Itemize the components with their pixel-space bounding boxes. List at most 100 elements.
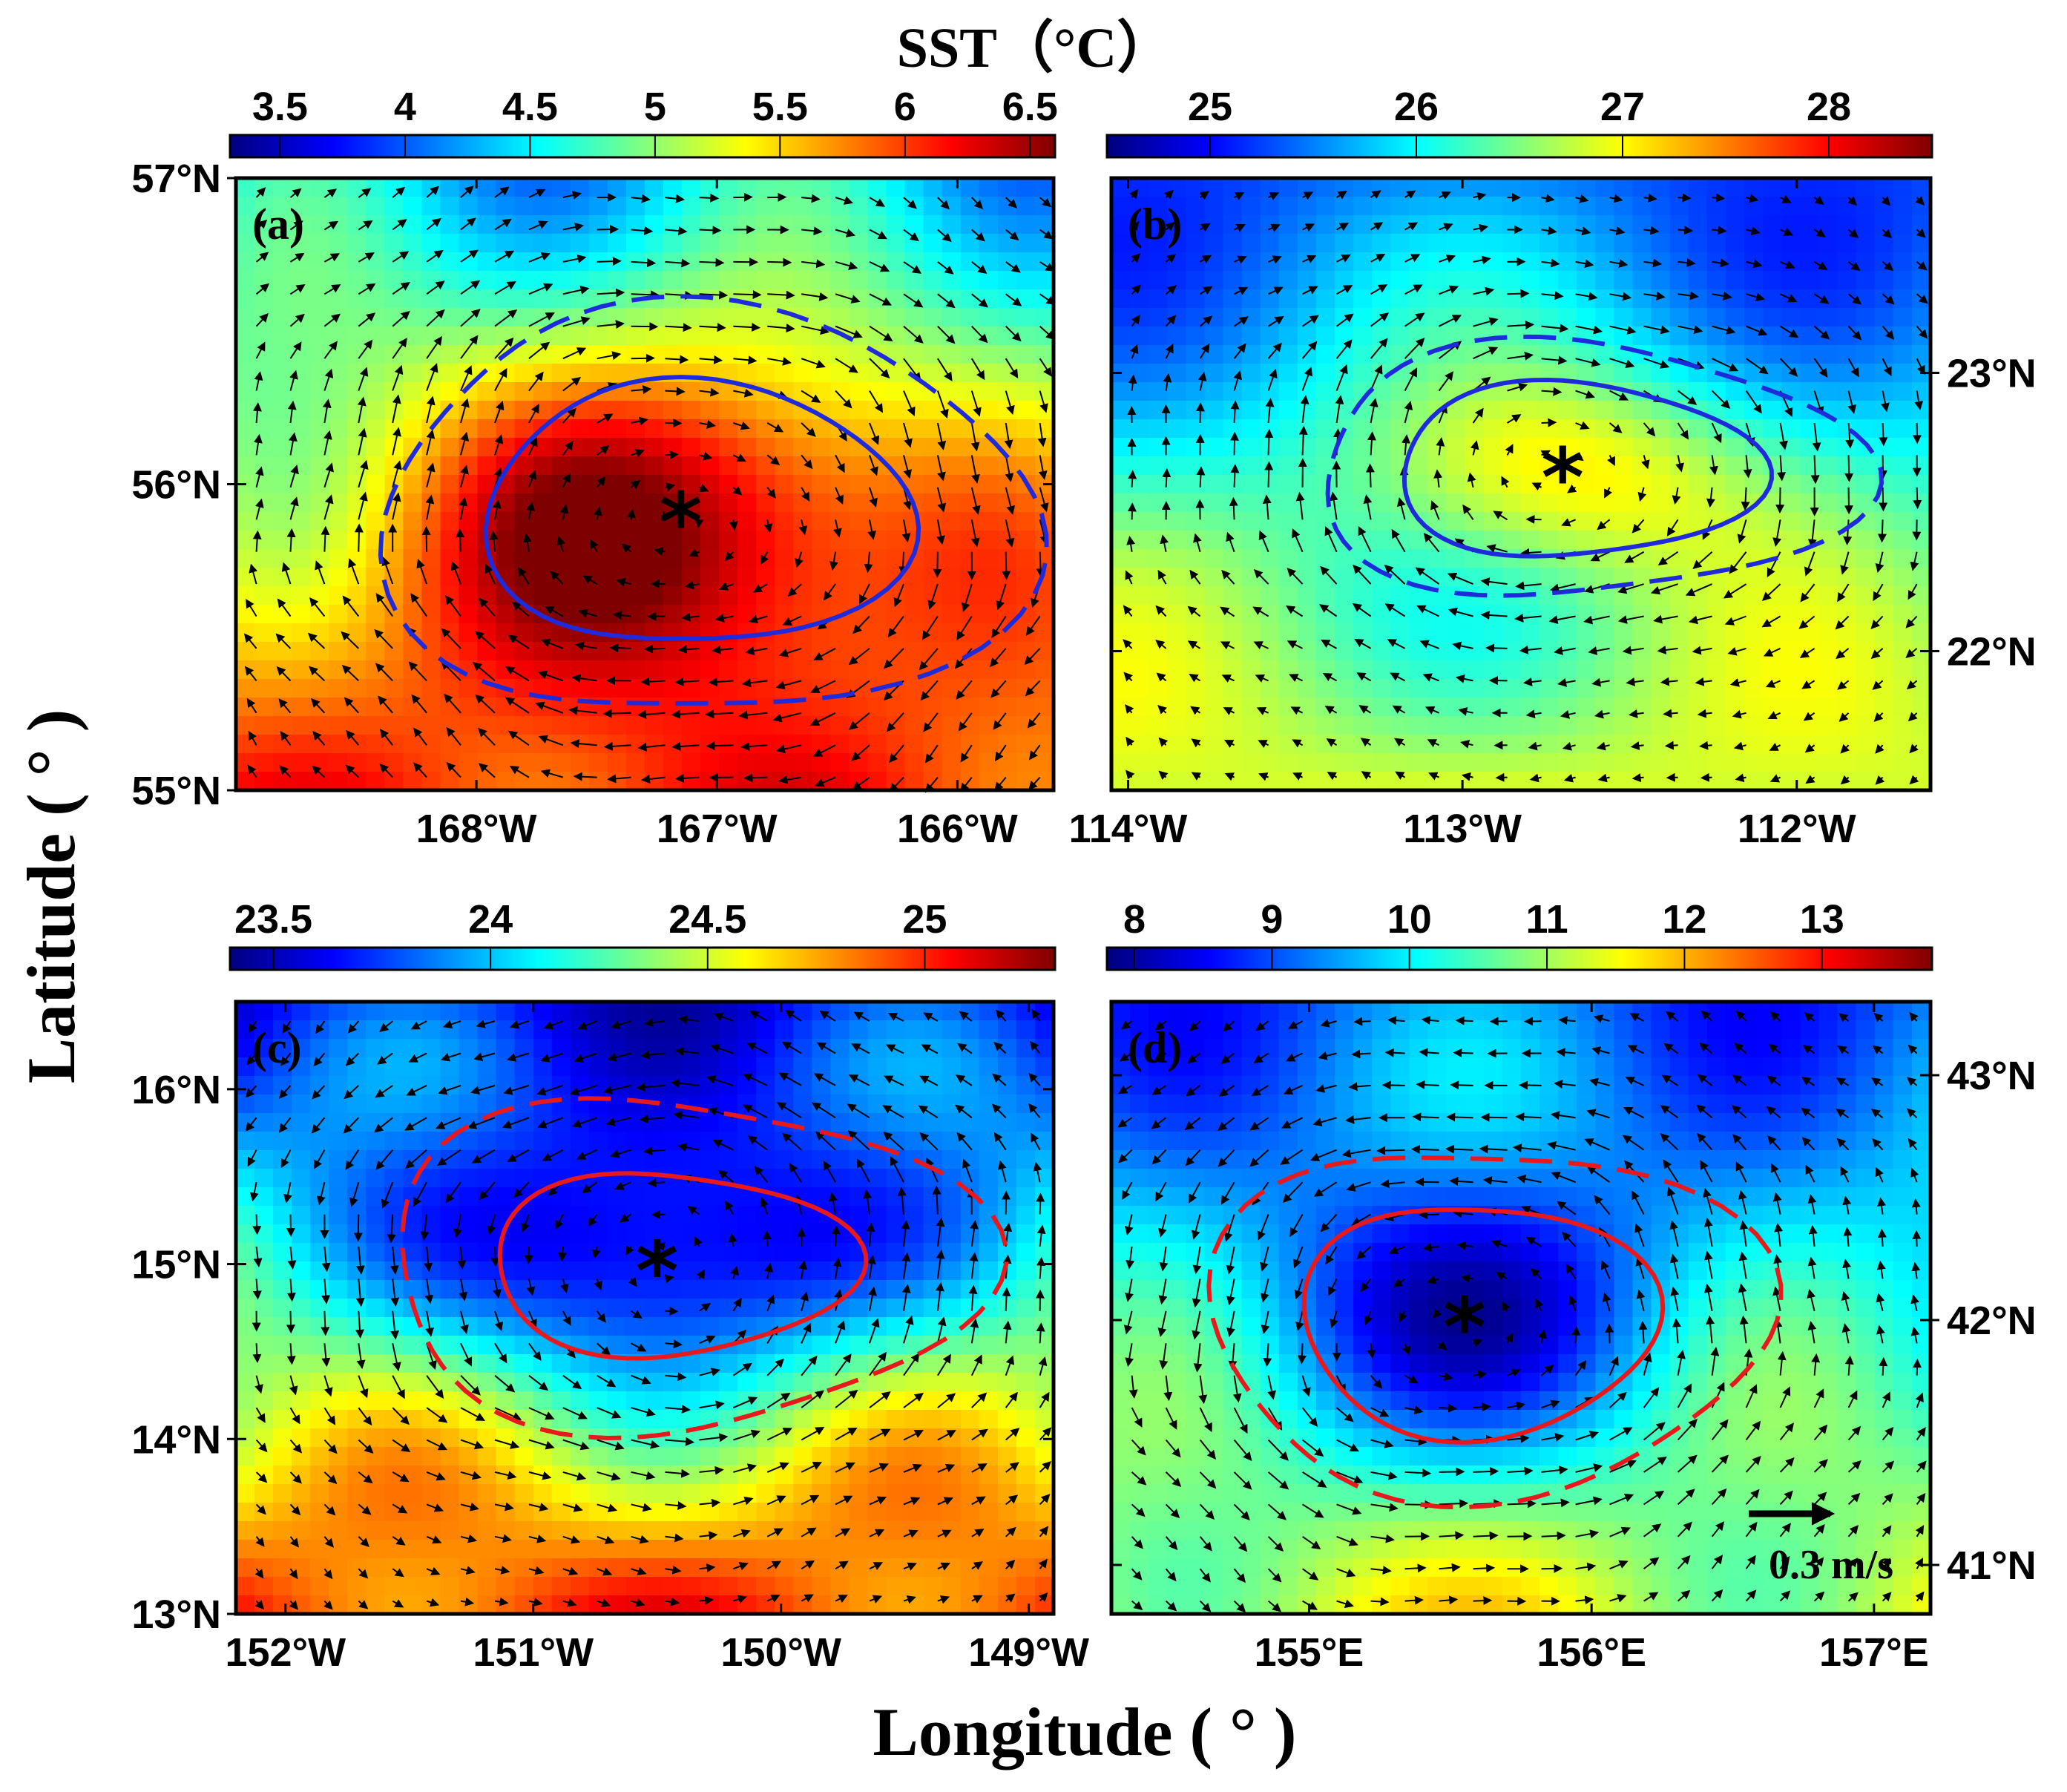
sst-cell bbox=[1577, 289, 1597, 309]
sst-cell bbox=[607, 1577, 627, 1596]
sst-cell bbox=[551, 1224, 571, 1244]
sst-cell bbox=[1427, 568, 1447, 587]
sst-cell bbox=[849, 512, 869, 531]
sst-cell bbox=[1390, 382, 1410, 401]
sst-cell bbox=[1893, 642, 1913, 661]
sst-cell bbox=[366, 493, 386, 513]
sst-cell bbox=[830, 735, 850, 754]
sst-cell bbox=[292, 716, 311, 735]
sst-cell bbox=[366, 1317, 386, 1336]
sst-cell bbox=[588, 1299, 608, 1318]
sst-cell bbox=[682, 475, 701, 494]
sst-cell bbox=[496, 1577, 516, 1596]
sst-cell bbox=[1818, 308, 1838, 327]
sst-cell bbox=[1223, 623, 1243, 643]
sst-cell bbox=[737, 215, 757, 234]
sst-cell bbox=[459, 419, 479, 439]
sst-cell bbox=[849, 493, 869, 513]
sst-cell bbox=[1632, 326, 1652, 346]
sst-cell bbox=[366, 475, 386, 494]
sst-cell bbox=[812, 252, 832, 272]
sst-cell bbox=[1558, 252, 1578, 272]
sst-cell bbox=[719, 642, 738, 661]
sst-cell bbox=[719, 1020, 738, 1040]
sst-cell bbox=[403, 735, 423, 754]
sst-cell bbox=[1893, 419, 1913, 439]
sst-cell bbox=[1744, 271, 1764, 290]
sst-cell bbox=[292, 1503, 311, 1522]
sst-cell bbox=[1372, 605, 1392, 624]
sst-cell bbox=[1502, 753, 1522, 772]
sst-cell bbox=[1130, 679, 1149, 698]
sst-cell bbox=[663, 345, 683, 364]
sst-cell bbox=[1595, 308, 1615, 327]
velocity-arrow bbox=[1712, 193, 1726, 203]
sst-cell bbox=[1035, 716, 1054, 735]
sst-cell bbox=[997, 549, 1017, 568]
sst-cell bbox=[1818, 475, 1838, 494]
sst-cell bbox=[329, 1577, 348, 1596]
sst-cell bbox=[1204, 605, 1224, 624]
sst-cell bbox=[1781, 735, 1801, 754]
sst-cell bbox=[533, 1540, 553, 1559]
sst-cell bbox=[1651, 456, 1671, 476]
sst-cell bbox=[273, 493, 292, 513]
sst-cell bbox=[440, 345, 460, 364]
sst-cell bbox=[942, 475, 962, 494]
sst-cell bbox=[329, 326, 348, 346]
sst-cell bbox=[1148, 475, 1169, 494]
sst-cell bbox=[421, 1466, 441, 1485]
sst-cell bbox=[1390, 716, 1410, 735]
sst-cell bbox=[1335, 716, 1354, 735]
sst-cell bbox=[329, 1336, 348, 1355]
sst-cell bbox=[384, 1447, 404, 1466]
sst-cell bbox=[737, 1447, 757, 1466]
sst-cell bbox=[366, 1039, 386, 1058]
velocity-arrow bbox=[699, 193, 720, 203]
sst-cell bbox=[1390, 512, 1410, 531]
sst-cell bbox=[756, 772, 776, 791]
sst-cell bbox=[477, 1354, 497, 1373]
sst-cell bbox=[1111, 753, 1131, 772]
sst-cell bbox=[1409, 716, 1429, 735]
sst-cell bbox=[347, 1354, 367, 1373]
sst-cell bbox=[496, 1484, 516, 1503]
sst-cell bbox=[626, 1484, 645, 1503]
sst-cell bbox=[830, 1577, 850, 1596]
sst-cell bbox=[1688, 419, 1708, 439]
sst-cell bbox=[682, 326, 701, 346]
sst-cell bbox=[812, 1113, 832, 1132]
sst-cell bbox=[1726, 493, 1745, 513]
sst-cell bbox=[1353, 271, 1373, 290]
sst-cell bbox=[366, 197, 386, 216]
sst-cell bbox=[1390, 735, 1410, 754]
sst-cell bbox=[700, 401, 720, 420]
sst-cell bbox=[440, 364, 460, 383]
sst-cell bbox=[366, 1150, 386, 1169]
sst-cell bbox=[663, 493, 683, 513]
sst-cell bbox=[1632, 660, 1652, 680]
sst-cell bbox=[979, 568, 999, 587]
sst-cell bbox=[775, 271, 795, 290]
sst-cell bbox=[514, 1354, 534, 1373]
sst-cell bbox=[477, 623, 497, 643]
sst-cell bbox=[1260, 660, 1280, 680]
sst-cell bbox=[236, 1317, 255, 1336]
sst-cell bbox=[960, 716, 980, 735]
velocity-arrow bbox=[706, 741, 734, 751]
sst-cell bbox=[1744, 178, 1764, 197]
sst-cell bbox=[403, 401, 423, 420]
sst-cell bbox=[1241, 326, 1261, 346]
sst-cell bbox=[347, 234, 367, 253]
sst-cell bbox=[1241, 345, 1261, 364]
sst-cell bbox=[1874, 271, 1894, 290]
sst-cell bbox=[645, 1558, 664, 1578]
sst-cell bbox=[607, 1447, 627, 1466]
sst-cell bbox=[904, 642, 924, 661]
sst-cell bbox=[626, 1540, 645, 1559]
sst-cell bbox=[700, 1076, 720, 1095]
sst-cell bbox=[273, 1132, 292, 1151]
sst-cell bbox=[273, 215, 292, 234]
sst-cell bbox=[236, 660, 255, 680]
sst-cell bbox=[942, 679, 962, 698]
